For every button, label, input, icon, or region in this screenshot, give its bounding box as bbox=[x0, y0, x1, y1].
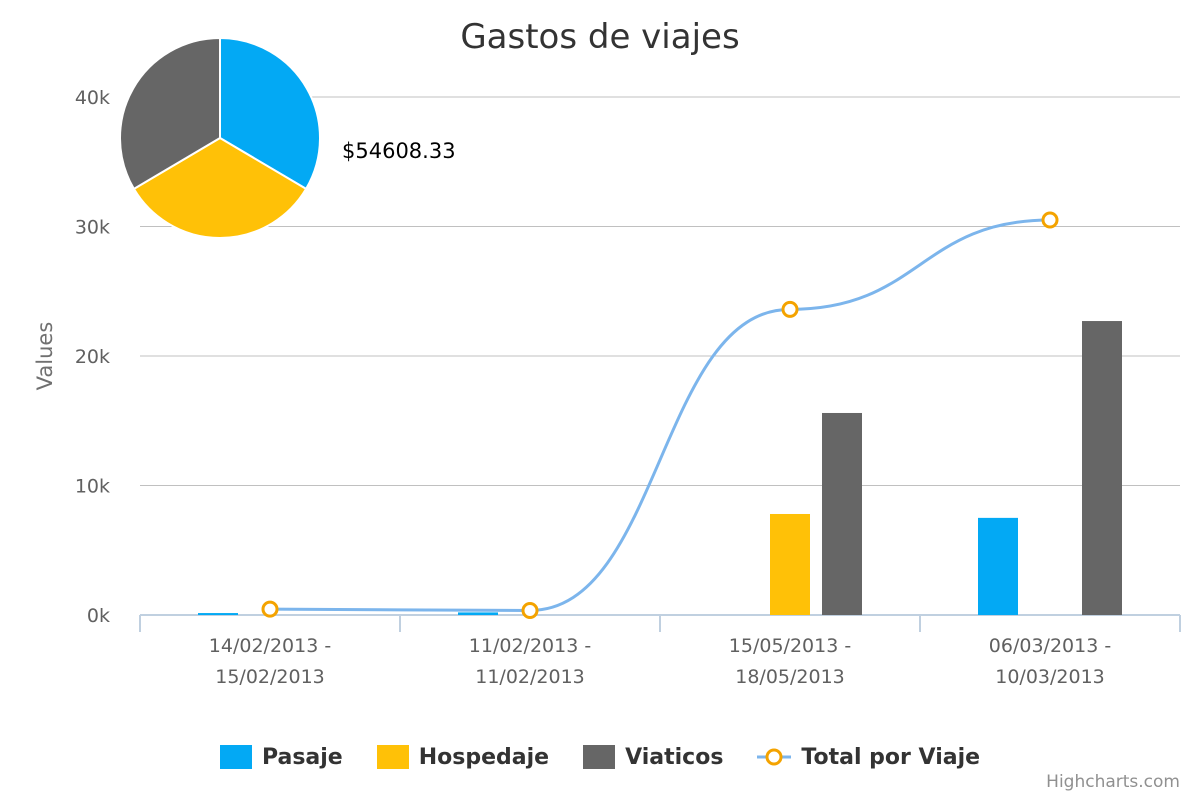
legend-item-viaticos[interactable]: Viaticos bbox=[583, 745, 723, 770]
x-tick-label-line: 11/02/2013 bbox=[475, 666, 585, 688]
bar-pasaje bbox=[458, 612, 498, 615]
y-axis-label: Values bbox=[33, 322, 57, 391]
legend: Pasaje Hospedaje Viaticos Total por Viaj… bbox=[0, 740, 1200, 774]
pasaje-swatch bbox=[219, 745, 252, 769]
x-tick-label-line: 15/02/2013 bbox=[215, 666, 325, 688]
bar-pasaje bbox=[978, 517, 1018, 615]
y-tick-label: 0k bbox=[87, 605, 110, 627]
total-point-marker bbox=[521, 601, 539, 619]
y-tick-label: 20k bbox=[75, 346, 110, 368]
x-tick-label: 14/02/2013 - 15/02/2013 bbox=[209, 635, 331, 688]
viaticos-swatch bbox=[583, 745, 616, 769]
total-point-marker bbox=[781, 300, 799, 318]
legend-item-total-por-viaje[interactable]: Total por Viaje bbox=[757, 745, 980, 770]
x-tick-label-line: 15/05/2013 - bbox=[729, 635, 851, 657]
y-tick-label: 30k bbox=[75, 217, 110, 239]
pie-total-label: $54608.33 bbox=[342, 139, 456, 163]
legend-item-hospedaje[interactable]: Hospedaje bbox=[376, 744, 550, 770]
bars bbox=[198, 321, 1122, 615]
x-tick-label-line: 11/02/2013 - bbox=[469, 635, 591, 657]
x-tick-label-line: 14/02/2013 - bbox=[209, 635, 331, 657]
pie-chart bbox=[119, 36, 321, 239]
total-series-line bbox=[269, 218, 1051, 612]
bar-hospedaje bbox=[770, 513, 810, 615]
x-tick-label-line: 18/05/2013 bbox=[735, 666, 845, 688]
total-line bbox=[261, 211, 1059, 619]
x-tick-label: 06/03/2013 - 10/03/2013 bbox=[989, 635, 1111, 688]
x-tick-label: 15/05/2013 - 18/05/2013 bbox=[729, 635, 851, 688]
total-point-marker bbox=[261, 600, 279, 618]
line-marker-swatch bbox=[757, 748, 792, 766]
legend-label: Hospedaje bbox=[418, 744, 550, 770]
bar-viaticos bbox=[822, 412, 862, 615]
y-tick-label: 10k bbox=[75, 476, 110, 498]
bar-pasaje bbox=[198, 613, 238, 615]
legend-label: Viaticos bbox=[625, 744, 724, 770]
pie-slice-viaticos bbox=[119, 36, 221, 191]
bar-viaticos bbox=[1082, 321, 1122, 615]
pie-slice-pasaje bbox=[219, 36, 321, 191]
credits-link[interactable]: Highcharts.com bbox=[1046, 772, 1180, 792]
x-tick-label: 11/02/2013 - 11/02/2013 bbox=[469, 635, 591, 688]
x-tick-label-line: 06/03/2013 - bbox=[989, 635, 1111, 657]
pie-slice-hospedaje bbox=[132, 136, 308, 239]
legend-label: Total por Viaje bbox=[801, 744, 981, 770]
total-point-marker bbox=[1041, 211, 1059, 229]
hospedaje-swatch bbox=[376, 745, 409, 769]
legend-item-pasaje[interactable]: Pasaje bbox=[219, 744, 343, 770]
x-tick-label-line: 10/03/2013 bbox=[995, 666, 1105, 688]
chart-title: Gastos de viajes bbox=[460, 17, 739, 57]
grid bbox=[140, 96, 1180, 486]
y-tick-label: 40k bbox=[75, 87, 110, 109]
legend-label: Pasaje bbox=[261, 744, 343, 770]
y-axis: 0k 10k 20k 30k 40k Values bbox=[33, 87, 110, 627]
